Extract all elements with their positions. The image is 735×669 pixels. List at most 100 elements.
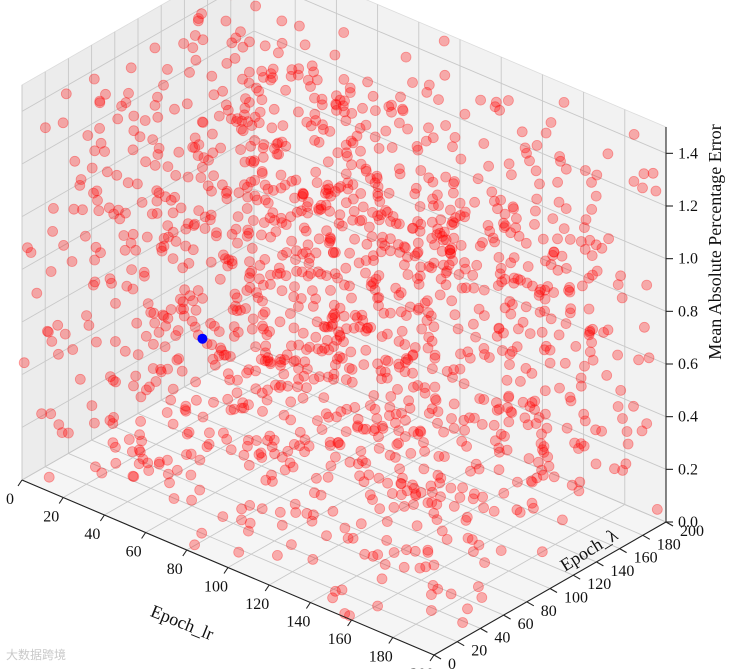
data-point: [259, 40, 271, 52]
data-point: [530, 165, 542, 177]
data-point: [220, 187, 232, 199]
data-point: [356, 309, 368, 321]
data-point: [290, 174, 302, 186]
data-point: [221, 185, 233, 197]
data-point: [315, 199, 327, 211]
data-point: [476, 592, 488, 603]
data-point: [256, 167, 268, 179]
data-point: [474, 240, 486, 252]
grid-line-z-wall-y: [253, 30, 667, 207]
data-point: [276, 285, 288, 297]
data-point: [130, 244, 142, 256]
data-point: [552, 176, 563, 188]
data-point: [320, 184, 332, 196]
data-point: [517, 396, 529, 408]
data-point: [258, 323, 269, 335]
data-point: [342, 532, 354, 544]
data-point: [373, 142, 385, 154]
data-point: [308, 66, 320, 78]
data-point: [531, 193, 543, 205]
data-point: [494, 104, 506, 116]
data-point: [324, 235, 336, 247]
data-point: [445, 482, 457, 494]
data-point: [189, 321, 201, 333]
data-point: [457, 617, 469, 628]
data-point: [486, 186, 498, 198]
data-point: [472, 173, 484, 185]
data-point: [368, 255, 380, 266]
data-point: [499, 273, 511, 285]
data-point: [321, 530, 332, 542]
data-point: [421, 295, 433, 307]
data-point: [207, 353, 219, 365]
data-point: [127, 470, 139, 482]
data-point: [419, 297, 431, 309]
data-point: [423, 79, 435, 91]
data-point: [290, 355, 302, 367]
data-point: [189, 132, 201, 144]
data-point: [455, 153, 467, 165]
data-point: [161, 407, 173, 418]
data-point: [82, 130, 94, 141]
data-point: [489, 101, 501, 113]
data-point: [459, 424, 471, 436]
data-point: [257, 320, 268, 332]
data-point: [192, 150, 204, 162]
data-point: [217, 249, 229, 261]
data-point: [257, 405, 268, 417]
data-point: [271, 148, 283, 160]
data-point: [216, 179, 228, 191]
data-point: [372, 549, 384, 560]
data-point: [293, 339, 305, 351]
data-point: [258, 139, 270, 150]
data-point: [180, 405, 192, 417]
data-point: [382, 355, 394, 367]
data-point: [63, 427, 74, 439]
data-point: [542, 281, 554, 292]
data-point: [317, 119, 328, 131]
data-point: [217, 511, 229, 522]
data-point: [236, 503, 248, 515]
data-point: [347, 179, 359, 191]
data-point: [331, 105, 342, 116]
data-point: [335, 181, 347, 192]
data-point: [419, 445, 431, 457]
data-point: [332, 272, 343, 284]
x-tick: [223, 567, 229, 574]
data-point: [346, 363, 358, 375]
data-point: [323, 183, 335, 195]
data-point: [244, 36, 255, 48]
data-point: [478, 310, 490, 322]
data-point: [466, 534, 478, 545]
data-point: [360, 423, 372, 435]
data-point: [564, 233, 576, 245]
data-point: [330, 90, 342, 102]
data-point: [243, 399, 254, 411]
data-point: [386, 142, 398, 153]
data-point: [540, 255, 551, 267]
data-point: [301, 116, 313, 128]
data-point: [410, 488, 422, 500]
data-point: [602, 148, 614, 160]
data-point: [167, 418, 179, 430]
data-point: [340, 168, 352, 180]
data-point: [419, 382, 431, 394]
data-point: [448, 398, 460, 410]
data-point: [157, 309, 169, 321]
data-point: [360, 165, 372, 177]
data-point: [351, 130, 363, 142]
data-point: [106, 277, 117, 289]
data-point: [257, 72, 269, 83]
y-tick: [619, 548, 627, 554]
data-point: [563, 284, 574, 296]
data-point: [521, 277, 533, 289]
data-point: [86, 400, 98, 412]
data-point: [228, 321, 240, 333]
data-point: [197, 117, 209, 128]
data-point: [408, 482, 420, 494]
data-point: [385, 391, 397, 402]
data-point: [162, 220, 174, 232]
data-point: [273, 262, 285, 274]
data-point: [601, 369, 613, 381]
data-point: [472, 581, 484, 593]
